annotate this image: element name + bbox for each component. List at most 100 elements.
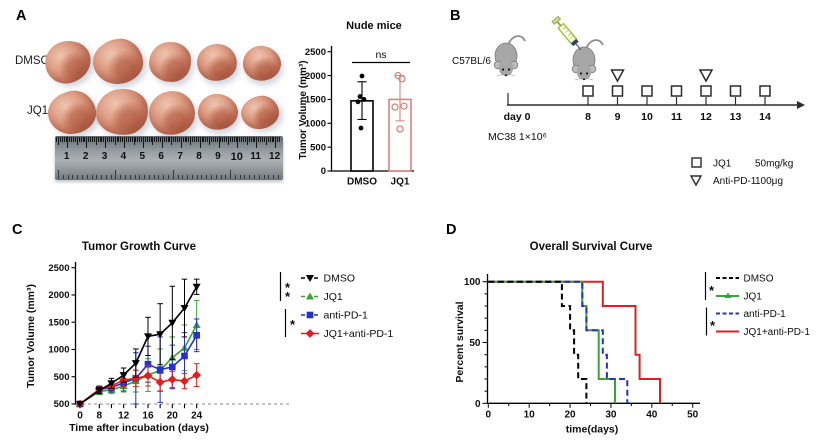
legend-label: anti-PD-1 xyxy=(324,310,369,322)
ruler-tick xyxy=(101,175,102,179)
ruler-tick xyxy=(214,137,216,142)
ruler-tick xyxy=(205,137,207,142)
ruler-tick xyxy=(72,175,74,179)
tumor-photo xyxy=(147,89,197,137)
ruler-tick xyxy=(237,137,239,148)
ruler-tick xyxy=(171,137,173,145)
ruler-tick xyxy=(99,137,101,142)
series-marker xyxy=(306,275,314,282)
ruler-tick xyxy=(148,175,150,179)
mouse-whisker xyxy=(574,77,583,81)
ruler-tick xyxy=(224,137,226,142)
ruler-tick xyxy=(172,170,174,179)
ruler-tick xyxy=(249,175,251,179)
ruler-tick xyxy=(273,175,275,179)
ruler-tick xyxy=(96,175,98,179)
ruler-tick xyxy=(163,175,165,179)
ruler-tick xyxy=(148,137,150,142)
syringe-icon xyxy=(551,15,582,51)
syringe-band xyxy=(571,38,579,47)
ruler-tick xyxy=(103,137,105,142)
series-marker xyxy=(131,373,141,383)
day-label: 8 xyxy=(585,111,591,123)
ruler-tick xyxy=(271,137,273,142)
series-line xyxy=(79,286,198,405)
ruler-tick xyxy=(62,175,64,179)
anti-pd1-dose-triangle xyxy=(698,69,714,83)
ruler-tick xyxy=(134,175,136,179)
ruler-tick xyxy=(110,175,112,179)
data-point xyxy=(400,102,408,110)
ruler-tick xyxy=(279,137,280,142)
tumor-photo xyxy=(239,41,285,85)
tumor-photo xyxy=(195,41,239,83)
series-marker xyxy=(168,319,177,327)
y-tick-label: 500 xyxy=(54,372,70,383)
tumor-photo xyxy=(40,35,96,89)
ruler-tick xyxy=(161,137,163,148)
ruler-tick xyxy=(277,175,279,179)
ruler-tick xyxy=(256,137,258,148)
survival-curve xyxy=(488,280,588,404)
x-tick-label: 20 xyxy=(167,411,179,422)
ruler-tick xyxy=(107,137,108,142)
mouse-eye xyxy=(585,72,589,75)
ruler-tick xyxy=(222,137,224,142)
ruler-tick xyxy=(86,175,88,179)
syringe-scale xyxy=(565,29,569,33)
day-label: 12 xyxy=(700,111,712,123)
series-marker xyxy=(95,387,104,395)
ruler-number: 4 xyxy=(120,151,127,162)
ruler-tick xyxy=(120,137,122,142)
ruler-number: 1 xyxy=(63,151,70,162)
ruler-tick xyxy=(258,137,260,142)
ruler-tick xyxy=(182,137,184,142)
ruler-tick xyxy=(167,137,169,142)
ruler-tick xyxy=(239,137,241,142)
x-tick-label: 30 xyxy=(605,410,617,421)
x-axis-title: Time after incubation (days) xyxy=(69,422,209,434)
ruler-number: 11 xyxy=(250,151,261,162)
chart-title: Overall Survival Curve xyxy=(530,241,653,253)
tumor-photo xyxy=(237,91,283,133)
mouse-whisker xyxy=(496,73,505,77)
tumor-row-label-jq1: JQ1 xyxy=(27,105,49,117)
legend-dose: 100μg xyxy=(755,176,783,187)
series-marker xyxy=(156,331,165,339)
x-tick-label: 8 xyxy=(97,411,103,422)
ruler-tick xyxy=(180,137,182,148)
x-tick-label: 0 xyxy=(77,411,83,422)
ruler-tick xyxy=(203,137,205,142)
significance-star: * xyxy=(285,280,291,295)
timeline-arrowhead xyxy=(797,101,805,109)
ruler-tick xyxy=(67,137,69,148)
ruler-tick xyxy=(212,137,214,142)
ruler-tick xyxy=(76,137,78,145)
ruler-tick xyxy=(235,137,237,142)
ruler-tick xyxy=(153,175,155,179)
ruler-number: 7 xyxy=(177,151,183,162)
series-marker xyxy=(193,332,200,339)
ruler-tick xyxy=(118,137,120,142)
ruler-tick xyxy=(139,137,141,142)
series-marker xyxy=(306,292,314,300)
legend-label: JQ1 xyxy=(744,292,763,303)
y-axis-title: Percent survival xyxy=(454,301,466,382)
ruler-tick xyxy=(254,175,255,179)
x-tick-label: 40 xyxy=(646,410,658,421)
y-tick-label: 100 xyxy=(464,277,481,288)
y-tick-label: 0 xyxy=(475,399,481,410)
ruler-tick xyxy=(71,137,73,142)
data-point xyxy=(357,94,363,99)
ruler-tick xyxy=(225,175,227,179)
ruler-tick xyxy=(254,137,256,142)
tumor-row-label-dmso: DMSO xyxy=(15,55,50,67)
ruler-tick xyxy=(105,137,107,148)
x-tick-label: 24 xyxy=(191,411,203,422)
series-marker xyxy=(131,360,140,368)
ruler-tick xyxy=(192,137,194,142)
series-marker xyxy=(155,377,165,387)
ruler-tick xyxy=(124,175,126,179)
series-marker xyxy=(180,305,189,313)
ruler-tick xyxy=(184,137,186,142)
